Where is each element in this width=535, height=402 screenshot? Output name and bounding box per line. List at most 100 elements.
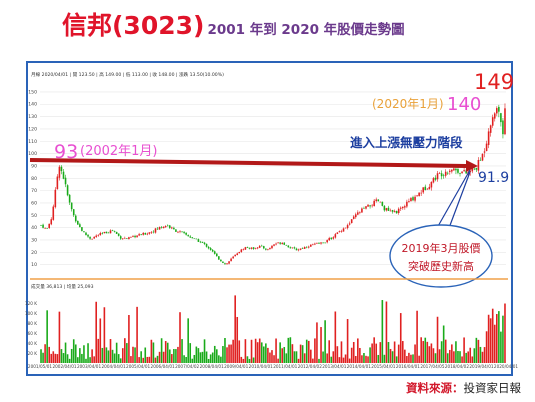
candle-body [162, 226, 165, 229]
volume-bar [191, 358, 194, 363]
volume-bar [258, 338, 261, 363]
volume-bar [56, 354, 59, 363]
volume-bar [299, 344, 302, 363]
volume-bar [87, 343, 89, 363]
candle-body [193, 238, 196, 239]
candle-body [275, 243, 277, 245]
volume-bar [310, 349, 312, 363]
candle-body [483, 151, 486, 153]
price-y-tick: 150 [28, 89, 37, 95]
volume-header-text: 成交量 36,813 | 均量 25,093 [31, 283, 94, 290]
candle-body [164, 226, 167, 228]
volume-bar [136, 306, 138, 363]
candle-body [299, 248, 302, 250]
candle-body [279, 242, 281, 244]
candle-body [281, 242, 283, 244]
candle-body [62, 171, 65, 179]
candle-body [68, 194, 71, 203]
candle-body [267, 248, 269, 250]
candle-body [283, 242, 286, 245]
candle-body [173, 227, 175, 230]
price-y-ticks: 10 20 30 40 50 60 70 80 90 100 110 120 130 140 150 [28, 89, 37, 268]
candle-body [357, 212, 359, 215]
candle-body [179, 231, 181, 232]
volume-bar [461, 356, 463, 363]
candle-body [424, 186, 427, 191]
candle-body [236, 253, 239, 256]
volume-bar [48, 346, 50, 363]
volume-bar [162, 351, 165, 363]
price-y-tick: 50 [31, 213, 37, 219]
candle-body [148, 232, 151, 234]
candle-body [307, 246, 310, 248]
volume-bar [361, 355, 363, 363]
resistance-arrow-head [466, 159, 478, 172]
volume-bar [109, 339, 112, 363]
candle-body [426, 188, 429, 190]
volume-bar [97, 338, 100, 363]
volume-bar [377, 354, 380, 363]
volume-bar [418, 355, 420, 363]
candle-body [314, 243, 316, 245]
volume-bar [285, 353, 288, 363]
candle-body [491, 117, 494, 126]
candle-body [79, 224, 81, 228]
volume-bar [328, 340, 331, 363]
volume-bar [473, 348, 476, 363]
candle-body [175, 229, 177, 232]
volume-bar [148, 356, 151, 363]
price-y-tick: 10 [31, 262, 37, 268]
volume-bar [344, 354, 347, 363]
candle-body [448, 170, 451, 172]
candle-body [446, 172, 449, 174]
volume-bar [410, 354, 412, 363]
candle-body [248, 247, 251, 249]
volume-bar [244, 339, 247, 363]
volume-bar [322, 351, 324, 363]
volume-bar [401, 341, 404, 363]
volume-bar [81, 353, 83, 363]
candle-body [408, 201, 410, 203]
volume-bar [199, 352, 202, 363]
volume-bar [218, 355, 220, 363]
candle-body [263, 246, 265, 249]
candle-body [287, 245, 290, 248]
volume-bar [197, 348, 200, 363]
volume-bar [440, 341, 443, 363]
volume-bar [399, 313, 402, 363]
volume-bar [103, 307, 106, 363]
candle-body [340, 231, 343, 232]
volume-bar [385, 301, 388, 363]
candle-body [316, 243, 318, 244]
candle-body [504, 108, 506, 135]
candle-body [213, 251, 216, 254]
candle-body [60, 166, 63, 172]
volume-bar [393, 341, 396, 363]
candle-body [240, 249, 243, 252]
volume-bar [54, 353, 57, 363]
volume-y-tick: 120 K [25, 301, 37, 306]
volume-y-tick: 100 K [25, 311, 37, 316]
volume-bar [105, 347, 108, 363]
candle-body [428, 186, 431, 190]
volume-bar [211, 352, 214, 363]
volume-bar [283, 347, 286, 363]
volume-bar [365, 355, 367, 363]
volume-bar [438, 349, 441, 363]
volume-bar [483, 347, 486, 363]
candle-body [373, 200, 375, 206]
candle-body [199, 241, 202, 243]
candle-body [271, 245, 273, 249]
volume-bar [207, 358, 210, 363]
candle-body [42, 224, 44, 228]
price-y-tick: 30 [31, 237, 37, 243]
volume-bar [91, 349, 93, 363]
volume-bar [240, 356, 243, 363]
volume-y-tick: 80 K [28, 321, 38, 326]
volume-bar [485, 331, 488, 363]
volume-bar [140, 351, 142, 363]
candle-body [95, 235, 98, 237]
candle-body [115, 231, 118, 234]
candle-body [457, 169, 459, 173]
volume-bar [273, 355, 275, 363]
